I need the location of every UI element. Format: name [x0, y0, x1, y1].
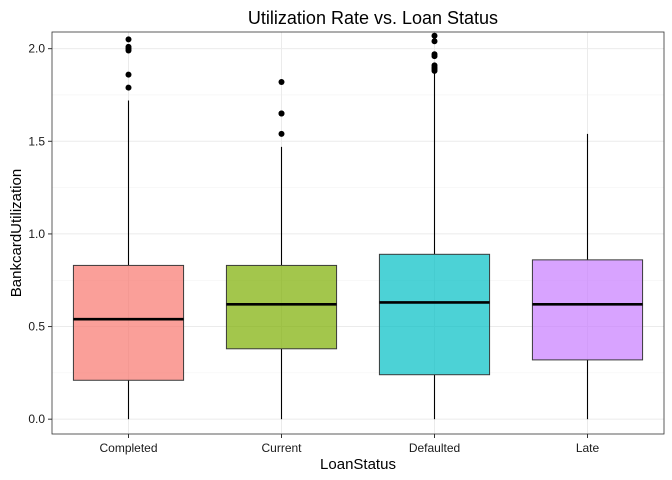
- outlier-point: [125, 84, 132, 91]
- outlier-point: [431, 62, 438, 69]
- y-tick-label: 2.0: [28, 42, 45, 56]
- box-layer: [72, 32, 644, 420]
- x-tick-label: Completed: [99, 441, 157, 455]
- box-completed: [72, 36, 185, 420]
- y-axis-ticks: 0.0 0.5 1.0 1.5 2.0: [28, 42, 52, 426]
- iqr-box: [225, 264, 338, 350]
- y-tick-label: 1.0: [28, 227, 45, 241]
- box-defaulted: [378, 32, 491, 420]
- box-late: [531, 133, 644, 420]
- outlier-point: [431, 32, 438, 39]
- box-current: [225, 79, 338, 420]
- x-tick-label: Late: [576, 441, 600, 455]
- iqr-box: [378, 253, 491, 376]
- x-axis-title: LoanStatus: [320, 456, 396, 473]
- x-axis-ticks: Completed Current Defaulted Late: [99, 434, 600, 455]
- outlier-point: [278, 110, 285, 117]
- x-tick-label: Current: [261, 441, 302, 455]
- outlier-point: [278, 79, 285, 86]
- y-tick-label: 0.0: [28, 412, 45, 426]
- outlier-point: [125, 36, 132, 43]
- outlier-point: [431, 38, 438, 45]
- outlier-point: [125, 71, 132, 78]
- plot-panel-border: [51, 31, 665, 435]
- y-tick-label: 0.5: [28, 320, 45, 334]
- outlier-point: [278, 130, 285, 137]
- x-tick-label: Defaulted: [409, 441, 460, 455]
- outlier-point: [125, 43, 132, 50]
- outlier-point: [431, 51, 438, 58]
- chart-title: Utilization Rate vs. Loan Status: [248, 8, 498, 28]
- iqr-box: [531, 259, 644, 361]
- iqr-box: [72, 264, 185, 381]
- y-axis-title: BankcardUtilization: [8, 169, 25, 297]
- y-tick-label: 1.5: [28, 134, 45, 148]
